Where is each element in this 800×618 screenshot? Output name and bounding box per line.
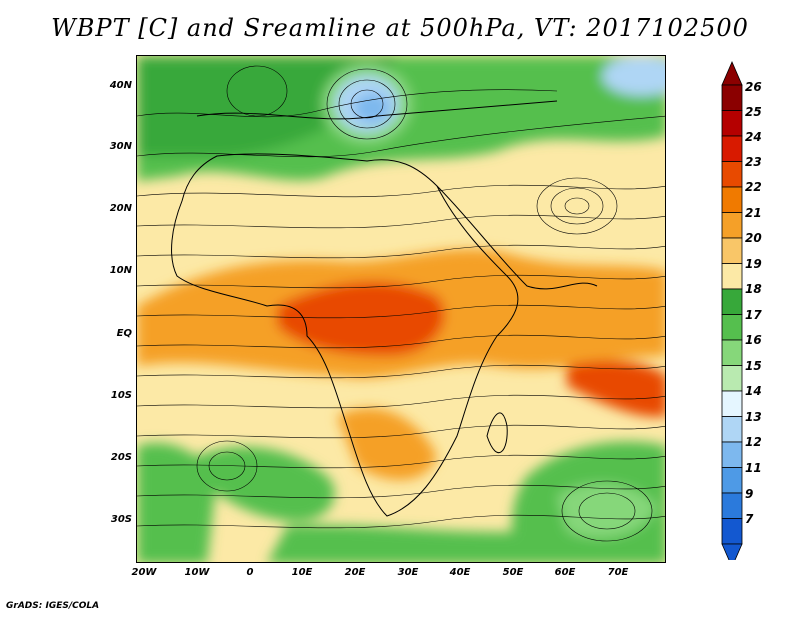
colorbar-label: 23 bbox=[745, 155, 762, 169]
colorbar-segment bbox=[721, 288, 743, 315]
colorbar-segment bbox=[721, 212, 743, 239]
colorbar bbox=[721, 60, 743, 560]
colorbar-label: 11 bbox=[745, 461, 762, 475]
colorbar-label: 20 bbox=[745, 231, 762, 245]
field-shading bbox=[137, 56, 665, 562]
lat-label: 10S bbox=[110, 390, 132, 401]
lon-label: 60E bbox=[554, 567, 576, 578]
chart-title: WBPT [C] and Sreamline at 500hPa, VT: 20… bbox=[51, 14, 749, 42]
colorbar-segment bbox=[721, 390, 743, 417]
colorbar-label: 21 bbox=[745, 206, 762, 220]
colorbar-label: 16 bbox=[745, 333, 762, 347]
lon-label: 20W bbox=[131, 567, 157, 578]
coastlines bbox=[171, 100, 598, 517]
lat-label: 20S bbox=[110, 452, 132, 463]
colorbar-label: 25 bbox=[745, 105, 762, 119]
colorbar-segment bbox=[721, 237, 743, 264]
colorbar-segment bbox=[721, 161, 743, 188]
colorbar-segment bbox=[721, 365, 743, 392]
colorbar-label: 18 bbox=[745, 282, 762, 296]
colorbar-segment bbox=[721, 339, 743, 366]
lon-label: 10E bbox=[291, 567, 313, 578]
colorbar-label: 19 bbox=[745, 257, 762, 271]
colorbar-label: 12 bbox=[745, 435, 762, 449]
colorbar-segment bbox=[721, 135, 743, 162]
lon-label: 20E bbox=[344, 567, 366, 578]
colorbar-label: 26 bbox=[745, 80, 762, 94]
lat-label: 30S bbox=[110, 514, 132, 525]
credit-text: GrADS: IGES/COLA bbox=[6, 601, 100, 611]
colorbar-label: 24 bbox=[745, 130, 762, 144]
colorbar-segment bbox=[721, 416, 743, 443]
colorbar-segment bbox=[721, 84, 743, 111]
map-field bbox=[137, 56, 665, 562]
colorbar-label: 7 bbox=[745, 512, 754, 526]
colorbar-segment bbox=[721, 314, 743, 341]
colorbar-segment bbox=[721, 518, 743, 545]
lon-label: 70E bbox=[607, 567, 629, 578]
colorbar-label: 9 bbox=[745, 487, 754, 501]
colorbar-top-arrow bbox=[721, 60, 743, 86]
lon-label: 30E bbox=[397, 567, 419, 578]
colorbar-segment bbox=[721, 467, 743, 494]
colorbar-segment bbox=[721, 186, 743, 213]
lat-label: 10N bbox=[109, 265, 132, 276]
colorbar-label: 13 bbox=[745, 410, 762, 424]
map-panel bbox=[136, 55, 666, 563]
lat-label: 40N bbox=[109, 80, 132, 91]
lat-label: 20N bbox=[109, 203, 132, 214]
colorbar-label: 14 bbox=[745, 384, 762, 398]
lon-label: 40E bbox=[449, 567, 471, 578]
colorbar-label: 22 bbox=[745, 180, 762, 194]
colorbar-segment bbox=[721, 441, 743, 468]
lon-label: 0 bbox=[246, 567, 254, 578]
colorbar-label: 17 bbox=[745, 308, 762, 322]
colorbar-segment bbox=[721, 263, 743, 290]
streamlines bbox=[137, 65, 665, 542]
colorbar-bottom-arrow bbox=[721, 543, 743, 560]
colorbar-segment bbox=[721, 110, 743, 137]
colorbar-label: 15 bbox=[745, 359, 762, 373]
lon-label: 10W bbox=[184, 567, 210, 578]
lon-label: 50E bbox=[502, 567, 524, 578]
lat-label: 30N bbox=[109, 141, 132, 152]
colorbar-segment bbox=[721, 492, 743, 519]
lat-label: EQ bbox=[116, 328, 132, 339]
